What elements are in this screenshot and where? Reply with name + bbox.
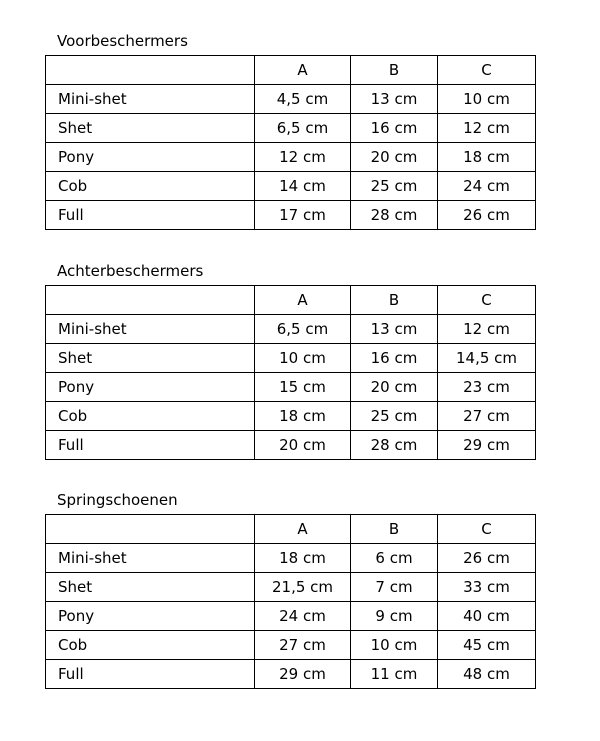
table-cell: 10 cm (350, 630, 438, 660)
table-cell: 21,5 cm (254, 572, 351, 602)
table-cell: 12 cm (437, 314, 536, 344)
table-cell: 18 cm (437, 142, 536, 172)
table-cell: 20 cm (254, 430, 351, 460)
row-label: Pony (45, 372, 255, 402)
table-cell: 6,5 cm (254, 314, 351, 344)
column-header: B (350, 55, 438, 85)
table-row: Mini-shet 4,5 cm 13 cm 10 cm (45, 84, 536, 114)
table-cell: 48 cm (437, 659, 536, 689)
table-cell: 6 cm (350, 543, 438, 573)
size-table: A B C Mini-shet 18 cm 6 cm 26 cm Shet 21,5 cm 7 c… (45, 514, 536, 689)
row-label: Mini-shet (45, 543, 255, 573)
row-label: Full (45, 200, 255, 230)
row-label: Pony (45, 601, 255, 631)
row-label: Shet (45, 343, 255, 373)
row-label: Shet (45, 113, 255, 143)
table-row: Cob 27 cm 10 cm 45 cm (45, 630, 536, 660)
table-row: Mini-shet 18 cm 6 cm 26 cm (45, 543, 536, 573)
table-row: Pony 24 cm 9 cm 40 cm (45, 601, 536, 631)
row-label: Mini-shet (45, 84, 255, 114)
table-row: Pony 15 cm 20 cm 23 cm (45, 372, 536, 402)
table-row: Full 29 cm 11 cm 48 cm (45, 659, 536, 689)
table-row: Cob 18 cm 25 cm 27 cm (45, 401, 536, 431)
table-cell: 26 cm (437, 543, 536, 573)
table-cell: 4,5 cm (254, 84, 351, 114)
table-title: Achterbeschermers (57, 262, 204, 280)
table-cell: 45 cm (437, 630, 536, 660)
table-cell: 25 cm (350, 171, 438, 201)
table-cell: 24 cm (254, 601, 351, 631)
table-title: Voorbeschermers (57, 32, 188, 50)
table-cell: 7 cm (350, 572, 438, 602)
column-header: B (350, 285, 438, 315)
table-cell: 29 cm (437, 430, 536, 460)
table-cell: 12 cm (254, 142, 351, 172)
table-cell: 18 cm (254, 401, 351, 431)
table-cell: 20 cm (350, 142, 438, 172)
row-label: Mini-shet (45, 314, 255, 344)
table-cell: 12 cm (437, 113, 536, 143)
table-cell: 16 cm (350, 343, 438, 373)
row-label: Cob (45, 171, 255, 201)
column-header (45, 285, 255, 315)
table-cell: 29 cm (254, 659, 351, 689)
table-row: Shet 21,5 cm 7 cm 33 cm (45, 572, 536, 602)
table-cell: 14 cm (254, 171, 351, 201)
table-cell: 17 cm (254, 200, 351, 230)
size-table-section: Achterbeschermers A B C Mini-shet 6,5 cm 13 cm… (45, 261, 536, 460)
table-row: Shet 6,5 cm 16 cm 12 cm (45, 113, 536, 143)
table-row: Shet 10 cm 16 cm 14,5 cm (45, 343, 536, 373)
row-label: Full (45, 659, 255, 689)
table-cell: 25 cm (350, 401, 438, 431)
column-header: C (437, 55, 536, 85)
column-header: A (254, 514, 351, 544)
table-cell: 24 cm (437, 171, 536, 201)
table-cell: 40 cm (437, 601, 536, 631)
table-cell: 33 cm (437, 572, 536, 602)
column-header: B (350, 514, 438, 544)
table-cell: 6,5 cm (254, 113, 351, 143)
table-cell: 13 cm (350, 314, 438, 344)
column-header: C (437, 514, 536, 544)
table-cell: 10 cm (254, 343, 351, 373)
table-cell: 14,5 cm (437, 343, 536, 373)
table-cell: 10 cm (437, 84, 536, 114)
table-row: Full 17 cm 28 cm 26 cm (45, 200, 536, 230)
size-table: A B C Mini-shet 6,5 cm 13 cm 12 cm Shet 10 cm 16 … (45, 285, 536, 460)
table-cell: 15 cm (254, 372, 351, 402)
table-cell: 28 cm (350, 430, 438, 460)
table-cell: 28 cm (350, 200, 438, 230)
table-title: Springschoenen (57, 491, 178, 509)
row-label: Full (45, 430, 255, 460)
row-label: Pony (45, 142, 255, 172)
column-header: A (254, 285, 351, 315)
size-table-section: Springschoenen A B C Mini-shet 18 cm 6 cm 26 cm… (45, 490, 536, 689)
table-cell: 26 cm (437, 200, 536, 230)
table-row: Pony 12 cm 20 cm 18 cm (45, 142, 536, 172)
row-label: Cob (45, 401, 255, 431)
table-cell: 18 cm (254, 543, 351, 573)
table-cell: 23 cm (437, 372, 536, 402)
column-header: A (254, 55, 351, 85)
table-cell: 13 cm (350, 84, 438, 114)
table-cell: 16 cm (350, 113, 438, 143)
row-label: Shet (45, 572, 255, 602)
table-cell: 11 cm (350, 659, 438, 689)
column-header (45, 55, 255, 85)
size-table: A B C Mini-shet 4,5 cm 13 cm 10 cm Shet 6,5 cm 16… (45, 55, 536, 230)
size-table-section: Voorbeschermers A B C Mini-shet 4,5 cm 13 cm 10… (45, 31, 536, 230)
column-header: C (437, 285, 536, 315)
column-header (45, 514, 255, 544)
table-row: Cob 14 cm 25 cm 24 cm (45, 171, 536, 201)
table-cell: 27 cm (437, 401, 536, 431)
table-cell: 9 cm (350, 601, 438, 631)
row-label: Cob (45, 630, 255, 660)
table-cell: 20 cm (350, 372, 438, 402)
table-row: Mini-shet 6,5 cm 13 cm 12 cm (45, 314, 536, 344)
table-cell: 27 cm (254, 630, 351, 660)
table-row: Full 20 cm 28 cm 29 cm (45, 430, 536, 460)
